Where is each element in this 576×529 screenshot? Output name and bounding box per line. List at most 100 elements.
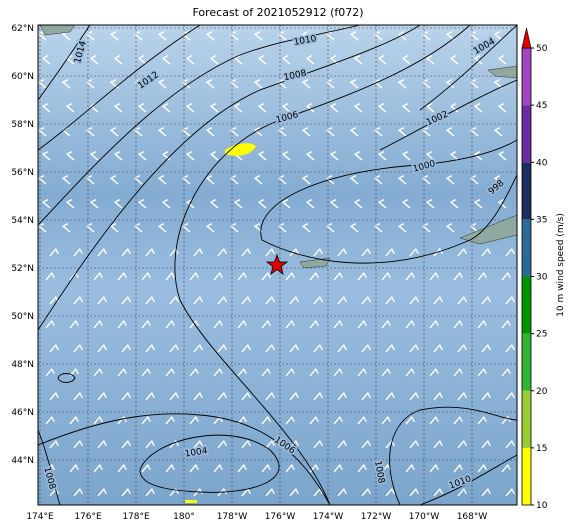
wind-barb [289,295,299,305]
wind-barb [189,415,199,425]
wind-barb [493,175,503,185]
isobar [261,174,517,264]
wind-barb [309,415,319,425]
wind-barb [169,487,179,497]
lon-label: 176°E [74,512,102,522]
wind-barb [445,31,455,41]
wind-barb [253,175,263,185]
wind-barb [137,199,147,209]
wind-barb [85,223,95,233]
wind-barb [117,271,127,281]
wind-barb [493,79,503,89]
wind-barb [349,127,359,137]
isobar [174,25,471,505]
wind-barb [69,463,79,473]
wind-barb [457,487,467,497]
wind-barb [469,31,479,41]
lon-label: 174°E [26,512,54,522]
wind-barb [133,175,143,185]
wind-barb [473,199,483,209]
colorbar-segment [522,390,531,448]
wind-barb [309,271,319,281]
wind-barb [281,151,291,161]
isobar-label: 1008 [283,69,308,84]
wind-barb [281,103,291,113]
wind-barb [181,79,191,89]
lon-label: 168°W [457,512,488,522]
wind-barb [357,271,367,281]
wind-barb [353,199,363,209]
wind-barb [45,415,55,425]
wind-barb [141,415,151,425]
lat-label: 56°N [11,168,34,178]
wind-barb [381,271,391,281]
wind-barb [325,31,335,41]
wind-barb [453,415,463,425]
wind-barb [93,271,103,281]
wind-barb [397,223,407,233]
wind-barb [421,31,431,41]
wind-barb [38,31,47,41]
wind-barb [181,127,191,137]
wind-barb [477,319,487,329]
wind-barb [433,343,443,353]
wind-barb [349,223,359,233]
wind-barb [261,319,271,329]
wind-barb [361,295,371,305]
wind-barb [325,79,335,89]
wind-barb [333,367,343,377]
wind-barb [481,487,491,497]
wind-barb [61,175,71,185]
wind-barb [253,223,263,233]
wind-barb [385,391,395,401]
wind-barb [169,391,179,401]
wind-barb [117,415,127,425]
wind-barb [329,151,339,161]
wind-barb [121,487,131,497]
wind-barb [473,103,483,113]
wind-barb [497,55,507,65]
wind-barb [97,391,107,401]
wind-barb [169,343,179,353]
wind-barb [337,391,347,401]
wind-barb [333,271,343,281]
wind-barb [373,175,383,185]
wind-barb [361,343,371,353]
wind-barb [305,151,315,161]
wind-barb [457,295,467,305]
wind-barb [69,319,79,329]
wind-barb [429,415,439,425]
wind-barb [69,367,79,377]
colorbar-tick-label: 50 [536,44,548,54]
wind-barb [445,79,455,89]
wind-barb [89,199,99,209]
wind-barb [445,223,455,233]
wind-barb [301,175,311,185]
wind-barb [49,343,59,353]
wind-barb [377,55,387,65]
wind-barb [97,439,107,449]
wind-barb [409,247,419,257]
lat-label: 48°N [11,360,34,370]
wind-barb [397,127,407,137]
wind-barb [333,319,343,329]
wind-barb [501,415,511,425]
wind-barb [161,199,171,209]
wind-barb [349,31,359,41]
wind-barb [337,439,347,449]
wind-barb [277,175,287,185]
wind-barb [313,247,323,257]
wind-barb [213,463,223,473]
wind-barb [253,31,263,41]
wind-barb [381,415,391,425]
wind-barb [429,319,439,329]
wind-barb [325,127,335,137]
wind-barb [45,271,55,281]
wind-barb [133,79,143,89]
wind-barb [241,439,251,449]
wind-barb [213,319,223,329]
wind-barb [193,343,203,353]
wind-barb [385,487,395,497]
wind-barb [457,247,467,257]
colorbar-tick-label: 45 [536,101,547,111]
